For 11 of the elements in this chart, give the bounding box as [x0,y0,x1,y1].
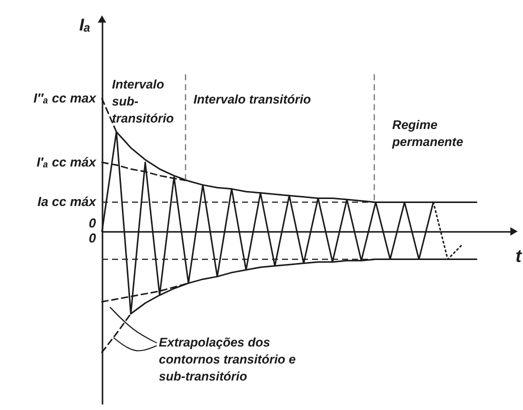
x-axis-title: t [516,246,522,266]
text: 0 [88,230,97,246]
annotation: Intervalo sub-transitório [112,77,174,126]
annotation: Intervalo transitório [194,92,312,106]
text: I″ₐ cc max [33,90,97,106]
y-axis-title: Iₐ [79,16,90,34]
text: 0 [88,215,97,230]
ref-line-label: Ia cc máx [37,194,97,210]
annotation: Extrapolações dos contornos transitório e sub-transitório [158,336,296,384]
text: I′ₐ cc máx [36,154,97,170]
annotation: Regime permanente [391,118,464,149]
